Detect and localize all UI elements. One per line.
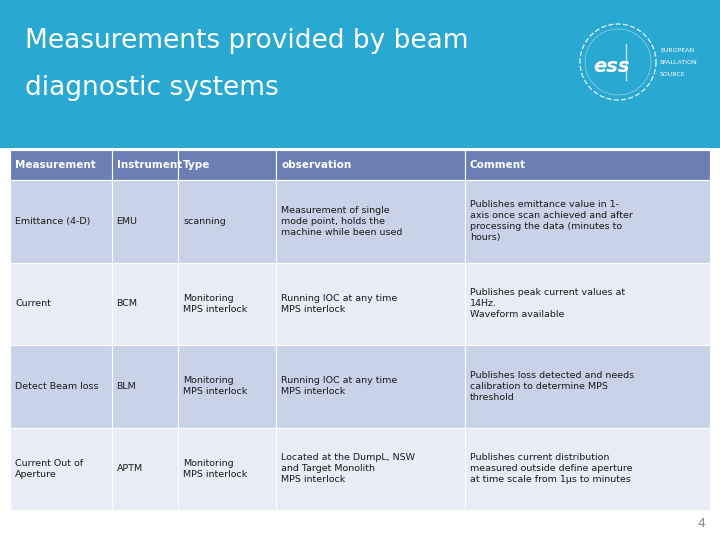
Bar xyxy=(178,262,276,345)
Text: Measurement of single
mode point, holds the
machine while been used: Measurement of single mode point, holds … xyxy=(281,206,402,237)
Bar xyxy=(0,0,720,148)
Text: Measurements provided by beam: Measurements provided by beam xyxy=(25,28,469,54)
Text: scanning: scanning xyxy=(183,217,226,226)
Text: Monitoring
MPS interlock: Monitoring MPS interlock xyxy=(183,458,247,479)
Text: ess: ess xyxy=(594,57,630,76)
Text: Publishes peak current values at
14Hz.
Waveform available: Publishes peak current values at 14Hz. W… xyxy=(470,288,625,319)
Bar xyxy=(112,262,178,345)
Bar xyxy=(178,150,276,180)
Bar xyxy=(112,428,178,510)
Bar xyxy=(10,262,112,345)
Text: BLM: BLM xyxy=(117,382,136,391)
Text: Monitoring
MPS interlock: Monitoring MPS interlock xyxy=(183,294,247,314)
Text: Instrument: Instrument xyxy=(117,160,181,170)
Text: Publishes current distribution
measured outside define aperture
at time scale fr: Publishes current distribution measured … xyxy=(470,453,632,484)
Bar xyxy=(276,428,465,510)
Bar xyxy=(112,345,178,428)
Bar xyxy=(112,180,178,262)
Text: Current: Current xyxy=(15,299,51,308)
Bar xyxy=(465,262,710,345)
Bar xyxy=(276,345,465,428)
Text: Publishes emittance value in 1-
axis once scan achieved and after
processing the: Publishes emittance value in 1- axis onc… xyxy=(470,200,633,242)
Text: Located at the DumpL, NSW
and Target Monolith
MPS interlock: Located at the DumpL, NSW and Target Mon… xyxy=(281,453,415,484)
Bar xyxy=(112,150,178,180)
Text: diagnostic systems: diagnostic systems xyxy=(25,75,279,101)
Bar xyxy=(178,180,276,262)
Text: Running IOC at any time
MPS interlock: Running IOC at any time MPS interlock xyxy=(281,294,397,314)
Bar xyxy=(276,180,465,262)
Bar xyxy=(465,428,710,510)
Bar xyxy=(178,428,276,510)
Text: Measurement: Measurement xyxy=(15,160,96,170)
Text: Current Out of
Aperture: Current Out of Aperture xyxy=(15,458,83,479)
Text: Running IOC at any time
MPS interlock: Running IOC at any time MPS interlock xyxy=(281,376,397,396)
Text: Type: Type xyxy=(183,160,210,170)
Bar xyxy=(276,150,465,180)
Bar xyxy=(10,428,112,510)
Text: EMU: EMU xyxy=(117,217,138,226)
Text: observation: observation xyxy=(281,160,351,170)
Text: Monitoring
MPS interlock: Monitoring MPS interlock xyxy=(183,376,247,396)
Text: Comment: Comment xyxy=(470,160,526,170)
Text: SOURCE: SOURCE xyxy=(660,71,685,77)
Bar xyxy=(178,345,276,428)
Bar xyxy=(465,345,710,428)
Text: EUROPEAN: EUROPEAN xyxy=(660,48,694,52)
Text: 4: 4 xyxy=(697,517,705,530)
Bar xyxy=(10,180,112,262)
Text: SPALLATION: SPALLATION xyxy=(660,59,698,64)
Bar xyxy=(10,345,112,428)
Bar xyxy=(10,150,112,180)
Text: APTM: APTM xyxy=(117,464,143,473)
Bar xyxy=(276,262,465,345)
Text: Detect Beam loss: Detect Beam loss xyxy=(15,382,99,391)
Bar xyxy=(465,150,710,180)
Bar xyxy=(465,180,710,262)
Text: BCM: BCM xyxy=(117,299,138,308)
Text: Publishes loss detected and needs
calibration to determine MPS
threshold: Publishes loss detected and needs calibr… xyxy=(470,370,634,402)
Text: Emittance (4-D): Emittance (4-D) xyxy=(15,217,91,226)
